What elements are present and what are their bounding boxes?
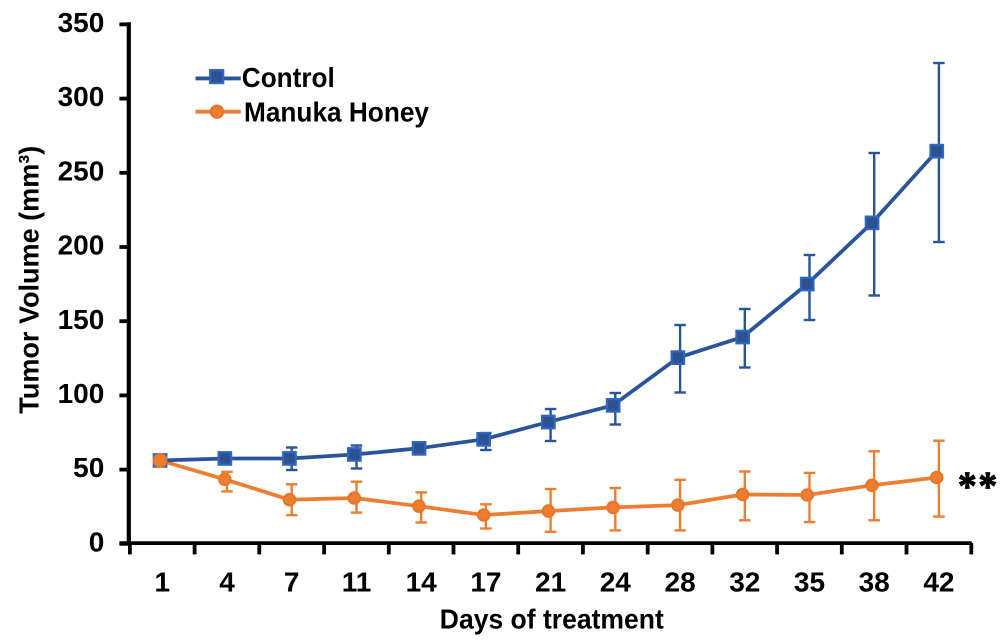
svg-text:1: 1 <box>155 567 171 598</box>
svg-text:21: 21 <box>535 567 566 598</box>
svg-text:7: 7 <box>284 567 300 598</box>
svg-text:32: 32 <box>729 567 760 598</box>
svg-text:350: 350 <box>58 7 105 38</box>
svg-text:300: 300 <box>58 81 105 112</box>
svg-text:100: 100 <box>58 378 105 409</box>
svg-text:17: 17 <box>470 567 501 598</box>
svg-text:200: 200 <box>58 230 105 261</box>
svg-text:Control: Control <box>242 62 335 93</box>
svg-text:Days of treatment: Days of treatment <box>440 604 664 635</box>
svg-text:28: 28 <box>665 567 696 598</box>
svg-text:24: 24 <box>600 567 632 598</box>
svg-text:35: 35 <box>794 567 825 598</box>
svg-text:11: 11 <box>342 567 372 598</box>
svg-text:42: 42 <box>923 567 954 598</box>
svg-text:14: 14 <box>406 567 438 598</box>
svg-text:250: 250 <box>58 155 105 186</box>
svg-text:150: 150 <box>58 304 105 335</box>
svg-text:38: 38 <box>859 567 890 598</box>
svg-text:Tumor Volume (mm³): Tumor Volume (mm³) <box>14 146 45 414</box>
svg-text:Manuka Honey: Manuka Honey <box>244 97 429 128</box>
svg-text:50: 50 <box>73 452 104 483</box>
svg-text:4: 4 <box>219 567 235 598</box>
svg-text:0: 0 <box>89 526 105 557</box>
